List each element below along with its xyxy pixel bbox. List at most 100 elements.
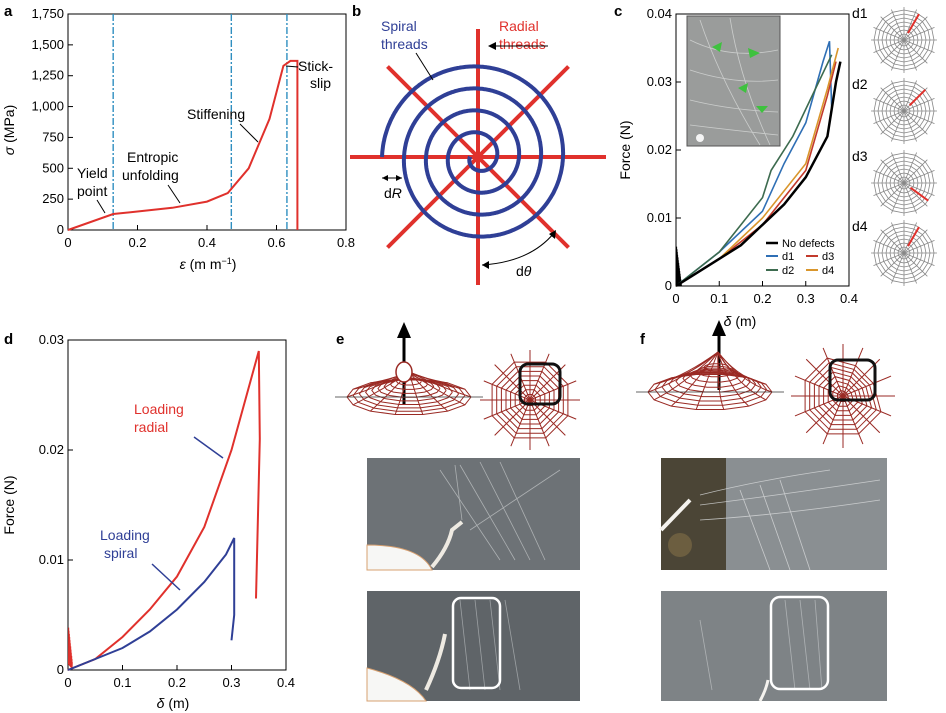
- panel-a-stress-curve: [67, 59, 299, 231]
- defect-web-d4: d4: [852, 218, 937, 286]
- panel-letter-f: f: [640, 331, 646, 348]
- panel-f-deformed-web: [636, 351, 784, 410]
- panel-e-probe: [395, 361, 413, 383]
- defect-web-d3: d3: [852, 148, 937, 216]
- panel-c-ytick-label: 0.04: [647, 6, 672, 21]
- panel-f-photo-bottom-threads: [699, 599, 823, 691]
- panel-letter-b: b: [352, 3, 361, 20]
- defect-label-d4: d4: [852, 218, 868, 234]
- panel-a-xtick-label: 0.4: [198, 235, 216, 250]
- panel-e-photo-bottom-threads: [459, 599, 521, 691]
- panel-e-pull-arrowhead: [397, 322, 411, 338]
- annot-spiral-leader: [151, 563, 181, 591]
- panel-d-noise: [68, 627, 73, 669]
- panel-a-ytick-label: 500: [42, 160, 64, 175]
- panel-letter-e: e: [336, 331, 344, 348]
- annot-stick-2: slip: [310, 75, 331, 91]
- panel-e-photo-highlight: [451, 596, 502, 690]
- panel-a-ytick-label: 250: [42, 191, 64, 206]
- panel-f-photo-top-threads: [699, 469, 881, 571]
- panel-d-axes: [67, 339, 287, 671]
- panel-f-pull-arrowhead: [712, 320, 726, 336]
- panel-a-xticks: 0 0.2 0.4 0.6 0.8: [64, 225, 355, 250]
- annot-loading-spiral-2: spiral: [104, 545, 137, 561]
- radial-thread: [386, 155, 480, 249]
- label-spiral-leader: [415, 52, 434, 81]
- radial-thread: [386, 65, 480, 159]
- panel-e-photo-top-probe: [430, 520, 464, 569]
- panel-c-inset-green-arrows: [712, 42, 768, 113]
- panel-c-inset-speck: [696, 134, 704, 142]
- panel-d-series: [67, 350, 261, 671]
- panel-c-series-d1: [675, 40, 833, 287]
- annot-stick-1: Stick-: [298, 58, 333, 74]
- panel-f-photo-top-probe: [659, 498, 692, 532]
- defect-label-d2: d2: [852, 76, 868, 92]
- annot-loading-spiral-1: Loading: [100, 527, 150, 543]
- annot-loading-radial-1: Loading: [134, 401, 184, 417]
- panel-a-ytick-label: 1,750: [31, 6, 64, 21]
- panel-c-xtick-label: 0: [672, 291, 679, 306]
- panel-d-xtick-label: 0.4: [277, 675, 295, 690]
- panel-f-highlight-box: [828, 358, 877, 402]
- panel-c-xtick-label: 0.2: [753, 291, 771, 306]
- panel-c-ytick-label: 0.03: [647, 74, 672, 89]
- panel-b: b Spiral threads Radial threads dR dθ: [350, 3, 606, 285]
- panel-c-series-no-defects: [675, 61, 842, 288]
- panel-a-axes: [67, 13, 347, 231]
- panel-f-photo-highlight: [769, 595, 830, 691]
- legend-label-d2: d2: [782, 265, 794, 277]
- defect-marker: [908, 89, 926, 107]
- panel-c-ylabel: Force (N): [617, 120, 633, 179]
- panel-c-inset-threads: [689, 17, 779, 146]
- panel-e-photo-bottom-blob: [366, 667, 427, 702]
- panel-e-photo-bottom-probe: [424, 633, 447, 691]
- panel-a-ytick-label: 1,500: [31, 37, 64, 52]
- panel-c-xtick-label: 0.3: [797, 291, 815, 306]
- panel-a-ytick-label: 1,000: [31, 99, 64, 114]
- panel-a-ytick-label: 0: [57, 222, 64, 237]
- panel-d-series-radial: [67, 350, 261, 671]
- defect-label-d1: d1: [852, 5, 868, 21]
- annot-entropic-leader: [167, 184, 181, 204]
- panel-e: e: [335, 322, 580, 702]
- panel-c: c 0 0.01 0.02 0.03 0.04 0 0.1 0.2 0.3 0.4 No def…: [614, 3, 937, 329]
- panel-d-ytick-label: 0: [57, 662, 64, 677]
- legend-label-nodef: No defects: [782, 238, 835, 250]
- panel-d-xtick-label: 0: [64, 675, 71, 690]
- annot-yield-leader: [96, 199, 106, 214]
- panel-b-spiral-thread: [380, 64, 566, 239]
- panel-d: d 00.010.020.03 0 0.1 0.2 0.3 0.4 Force (N) …: [1, 331, 295, 711]
- annot-radial-leader: [193, 436, 224, 459]
- panel-a-ytick-label: 1,250: [31, 68, 64, 83]
- annot-stick-leader: [285, 65, 299, 68]
- panel-c-xticks: 0 0.1 0.2 0.3 0.4: [672, 281, 858, 306]
- panel-letter-a: a: [4, 3, 13, 20]
- panel-d-ytick-label: 0.03: [39, 332, 64, 347]
- defect-web-d2: d2: [852, 76, 937, 144]
- defect-web-d1: d1: [852, 5, 937, 73]
- legend-label-d4: d4: [822, 265, 834, 277]
- panel-d-xtick-label: 0.2: [168, 675, 186, 690]
- annot-entropic-2: unfolding: [122, 167, 179, 183]
- panel-d-ylabel: Force (N): [1, 475, 17, 534]
- defect-marker: [907, 226, 920, 247]
- dtheta-arc: [481, 232, 555, 266]
- annot-yield-1: Yield: [77, 165, 108, 181]
- panel-f-photo-top-dark: [661, 458, 726, 570]
- dtheta-label: dθ: [516, 263, 532, 279]
- panel-c-noise: [675, 246, 682, 287]
- panel-c-series-d2: [675, 54, 833, 287]
- panel-c-yticks: 0 0.01 0.02 0.03 0.04: [647, 6, 681, 293]
- panel-a-xlabel: ε (m m−1): [180, 256, 237, 272]
- panel-letter-c: c: [614, 3, 622, 20]
- panel-f-photo-bottom-probe: [758, 679, 770, 702]
- defect-label-d3: d3: [852, 148, 868, 164]
- label-radial-arrowhead: [488, 42, 496, 50]
- panel-c-ytick-label: 0.01: [647, 210, 672, 225]
- annot-stiffening-leader: [239, 123, 259, 143]
- annot-loading-radial-2: radial: [134, 419, 168, 435]
- panel-e-highlight-box: [518, 362, 562, 406]
- legend-label-d3: d3: [822, 251, 834, 263]
